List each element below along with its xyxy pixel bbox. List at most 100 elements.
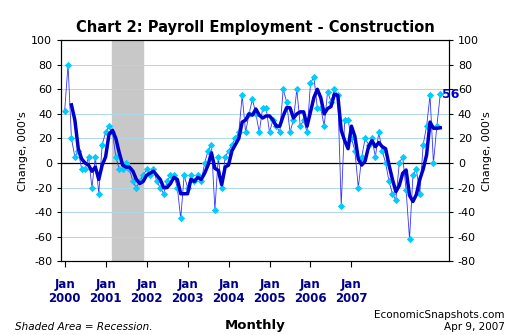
Text: Monthly: Monthly [224,319,285,332]
Point [421,124,430,129]
Text: 2004: 2004 [212,292,244,305]
Point [367,136,375,141]
Point [251,111,260,117]
Point [265,130,273,135]
Point [384,179,392,184]
Point [204,148,212,153]
Point [180,173,188,178]
Point [224,148,232,153]
Point [323,89,331,94]
Point [272,124,280,129]
Text: 56: 56 [441,88,459,101]
Point [282,99,290,104]
Point [398,154,406,159]
Text: Jan: Jan [177,278,197,291]
Point [81,166,89,172]
Point [61,109,69,114]
Point [207,142,215,147]
Point [149,166,157,172]
Point [159,191,167,196]
Point [278,87,287,92]
Point [391,197,399,203]
Point [347,136,355,141]
Point [360,136,369,141]
Point [425,93,433,98]
Point [95,191,103,196]
Point [258,105,266,111]
Point [244,111,252,117]
Point [354,185,362,190]
Text: Jan: Jan [54,278,75,291]
Point [98,142,106,147]
Point [330,87,338,92]
Text: Jan: Jan [136,278,157,291]
Point [418,142,427,147]
Point [268,117,276,123]
Point [139,173,147,178]
Point [166,173,174,178]
Point [88,185,96,190]
Point [142,166,150,172]
Point [135,179,144,184]
Point [350,148,358,153]
Point [326,99,334,104]
Point [336,203,345,209]
Point [190,179,198,184]
Point [115,166,123,172]
Point [313,105,321,111]
Point [320,124,328,129]
Point [152,179,160,184]
Text: 2001: 2001 [89,292,122,305]
Point [374,130,382,135]
Point [210,207,218,212]
Point [248,96,256,102]
Text: 2007: 2007 [334,292,367,305]
Point [125,166,133,172]
Point [129,179,137,184]
Point [286,130,294,135]
Point [105,124,113,129]
Text: Jan: Jan [218,278,238,291]
Point [77,166,86,172]
Point [101,130,109,135]
Point [234,130,242,135]
Point [340,117,348,123]
Point [228,142,236,147]
Point [64,62,72,67]
Point [262,105,270,111]
Point [254,130,263,135]
Point [111,154,120,159]
Text: 2003: 2003 [171,292,204,305]
Text: Jan: Jan [299,278,320,291]
Point [119,166,127,172]
Point [132,185,140,190]
Text: Jan: Jan [341,278,361,291]
Point [377,148,385,153]
Point [408,173,416,178]
Text: EconomicSnapshots.com
Apr 9, 2007: EconomicSnapshots.com Apr 9, 2007 [374,310,504,332]
Point [343,117,351,123]
Point [67,136,75,141]
Point [108,130,116,135]
Point [357,154,365,159]
Point [197,179,205,184]
Point [405,237,413,242]
Point [306,80,314,86]
Point [71,154,79,159]
Text: Shaded Area = Recession.: Shaded Area = Recession. [15,322,153,332]
Point [217,185,225,190]
Point [299,117,307,123]
Text: Jan: Jan [95,278,116,291]
Point [156,185,164,190]
Point [122,160,130,166]
Point [364,142,372,147]
Point [432,124,440,129]
Point [186,173,194,178]
Text: 2000: 2000 [48,292,81,305]
Point [146,173,154,178]
Y-axis label: Change, 000's: Change, 000's [18,111,29,191]
Point [91,154,99,159]
Point [183,185,191,190]
Point [173,185,181,190]
Point [411,166,419,172]
